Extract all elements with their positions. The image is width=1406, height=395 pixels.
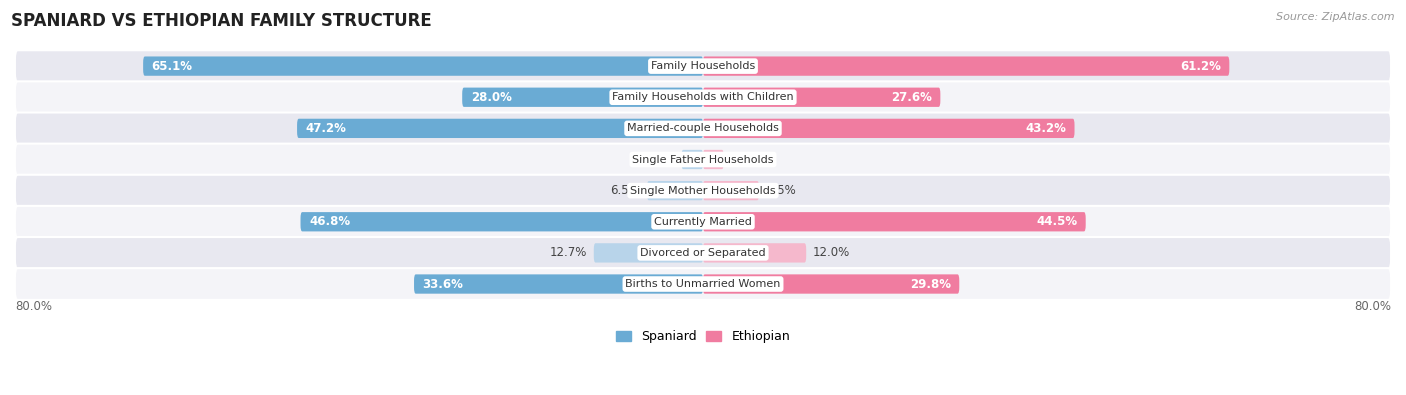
Text: 12.7%: 12.7% xyxy=(550,246,586,260)
FancyBboxPatch shape xyxy=(297,119,703,138)
Text: Family Households: Family Households xyxy=(651,61,755,71)
Text: Divorced or Separated: Divorced or Separated xyxy=(640,248,766,258)
FancyBboxPatch shape xyxy=(15,268,1391,300)
FancyBboxPatch shape xyxy=(703,119,1074,138)
Text: Married-couple Households: Married-couple Households xyxy=(627,123,779,134)
FancyBboxPatch shape xyxy=(463,88,703,107)
FancyBboxPatch shape xyxy=(15,50,1391,82)
Text: Source: ZipAtlas.com: Source: ZipAtlas.com xyxy=(1277,12,1395,22)
Text: Single Father Households: Single Father Households xyxy=(633,154,773,164)
FancyBboxPatch shape xyxy=(413,275,703,293)
FancyBboxPatch shape xyxy=(15,206,1391,238)
Text: 2.5%: 2.5% xyxy=(645,153,675,166)
FancyBboxPatch shape xyxy=(703,150,724,169)
Text: Currently Married: Currently Married xyxy=(654,217,752,227)
FancyBboxPatch shape xyxy=(703,56,1229,76)
FancyBboxPatch shape xyxy=(15,237,1391,269)
Text: 29.8%: 29.8% xyxy=(910,278,950,290)
Text: SPANIARD VS ETHIOPIAN FAMILY STRUCTURE: SPANIARD VS ETHIOPIAN FAMILY STRUCTURE xyxy=(11,12,432,30)
FancyBboxPatch shape xyxy=(647,181,703,200)
Text: 46.8%: 46.8% xyxy=(309,215,350,228)
Text: 80.0%: 80.0% xyxy=(15,299,52,312)
FancyBboxPatch shape xyxy=(15,81,1391,113)
FancyBboxPatch shape xyxy=(143,56,703,76)
FancyBboxPatch shape xyxy=(703,88,941,107)
Text: 47.2%: 47.2% xyxy=(305,122,346,135)
FancyBboxPatch shape xyxy=(703,181,759,200)
FancyBboxPatch shape xyxy=(703,275,959,293)
Text: Single Mother Households: Single Mother Households xyxy=(630,186,776,196)
Text: 33.6%: 33.6% xyxy=(423,278,464,290)
FancyBboxPatch shape xyxy=(15,144,1391,175)
Text: 80.0%: 80.0% xyxy=(1354,299,1391,312)
Text: 44.5%: 44.5% xyxy=(1036,215,1077,228)
Text: 61.2%: 61.2% xyxy=(1180,60,1220,73)
FancyBboxPatch shape xyxy=(703,243,806,263)
Text: Births to Unmarried Women: Births to Unmarried Women xyxy=(626,279,780,289)
Text: 27.6%: 27.6% xyxy=(891,91,932,104)
Text: 65.1%: 65.1% xyxy=(152,60,193,73)
Text: 12.0%: 12.0% xyxy=(813,246,851,260)
FancyBboxPatch shape xyxy=(682,150,703,169)
Text: 2.4%: 2.4% xyxy=(731,153,761,166)
Legend: Spaniard, Ethiopian: Spaniard, Ethiopian xyxy=(610,325,796,348)
FancyBboxPatch shape xyxy=(15,175,1391,207)
FancyBboxPatch shape xyxy=(15,113,1391,144)
Text: 6.5%: 6.5% xyxy=(610,184,640,197)
Text: 28.0%: 28.0% xyxy=(471,91,512,104)
Text: 6.5%: 6.5% xyxy=(766,184,796,197)
Text: Family Households with Children: Family Households with Children xyxy=(612,92,794,102)
FancyBboxPatch shape xyxy=(593,243,703,263)
FancyBboxPatch shape xyxy=(703,212,1085,231)
FancyBboxPatch shape xyxy=(301,212,703,231)
Text: 43.2%: 43.2% xyxy=(1025,122,1066,135)
